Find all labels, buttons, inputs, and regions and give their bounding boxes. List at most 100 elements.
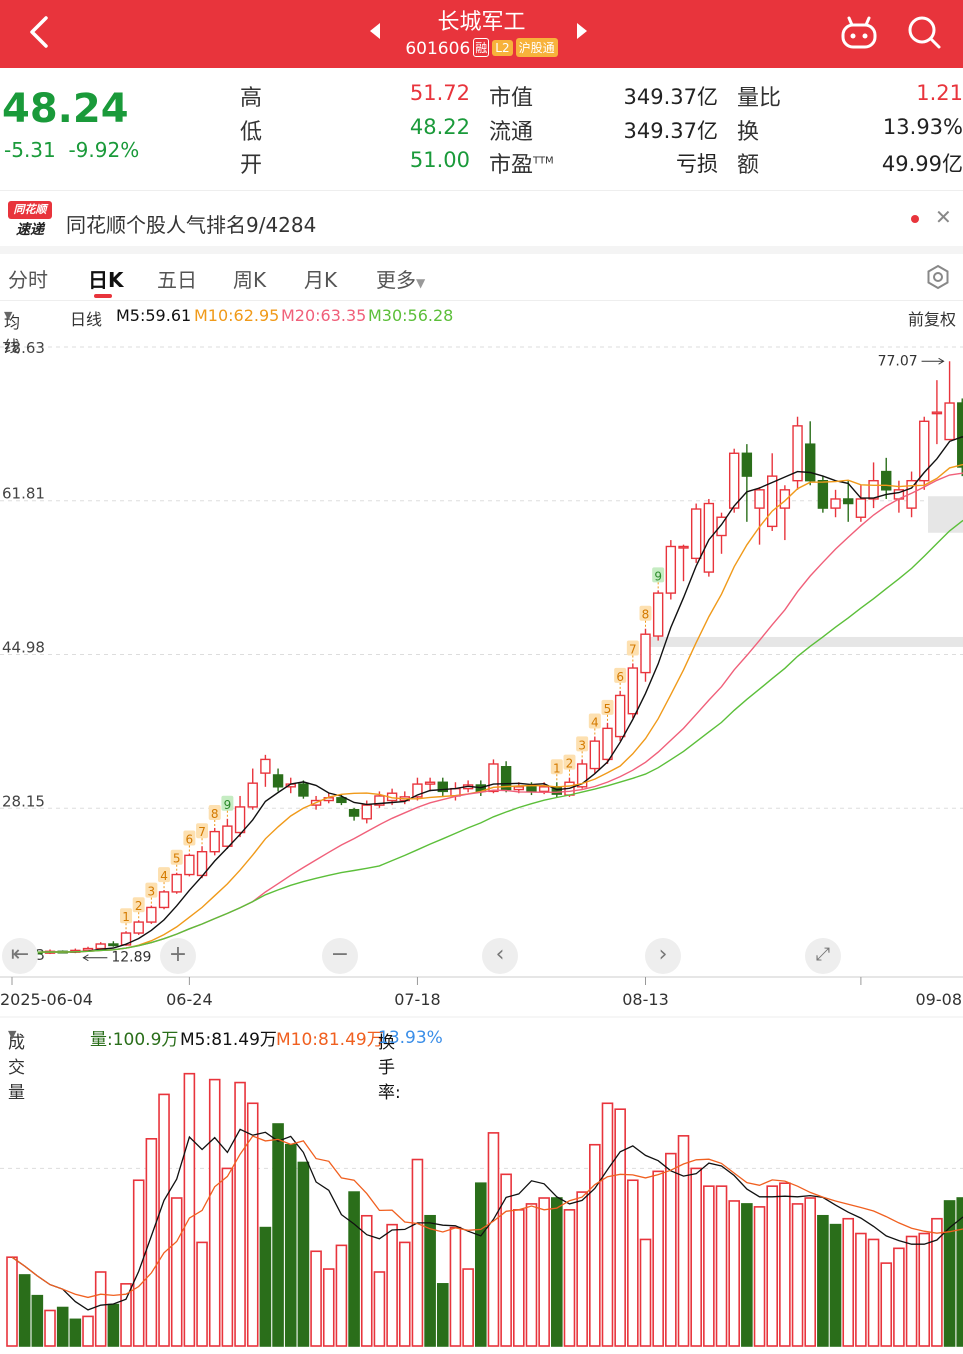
back-arrow-icon[interactable]	[22, 14, 62, 54]
volume-bar	[310, 1250, 322, 1347]
candle	[133, 921, 144, 934]
unread-dot	[911, 215, 919, 223]
volume-bar	[297, 1161, 310, 1347]
y-tick-label: 61.81	[2, 485, 45, 503]
volume-bar	[221, 1167, 234, 1347]
x-axis-label: 2025-06-04	[0, 990, 93, 1009]
candle	[792, 425, 803, 482]
volume-bar	[360, 1214, 373, 1347]
candle	[222, 825, 233, 847]
volume-bar	[158, 1093, 170, 1347]
close-icon[interactable]: ✕	[935, 205, 952, 229]
low-marker-arrowhead	[82, 954, 89, 962]
sequence-number: 8	[211, 807, 219, 821]
volume-bar	[880, 1262, 893, 1347]
x-axis-label: 07-18	[394, 990, 441, 1009]
volume-bar	[905, 1235, 918, 1347]
dropdown-icon: ▼	[8, 1028, 17, 1041]
margin-tag: 融	[473, 38, 490, 57]
volume-bar	[94, 1271, 107, 1347]
volume-bar	[183, 1072, 196, 1347]
volume-bar	[538, 1197, 550, 1347]
sequence-number: 2	[566, 757, 574, 771]
candle	[614, 694, 626, 738]
volume-bar	[6, 1256, 18, 1347]
pan-right-button[interactable]: ›	[645, 938, 681, 974]
tab-intraday[interactable]: 分时	[8, 268, 48, 292]
ma-legend: 均线 ▼ 日线 M5:59.61 M10:62.95 M20:63.35 M30:…	[4, 306, 957, 356]
sequence-badge	[120, 908, 133, 924]
amount-label: 额	[737, 153, 760, 178]
sequence-badge	[196, 823, 209, 839]
high-price-marker: 77.07	[878, 353, 918, 369]
candle	[108, 943, 119, 947]
fullscreen-button[interactable]: ⤢	[805, 938, 841, 974]
candle	[424, 781, 436, 785]
candle	[767, 475, 778, 528]
active-tab-indicator	[94, 294, 112, 298]
adjust-mode[interactable]: 前复权	[908, 310, 957, 329]
sequence-badge	[221, 795, 234, 811]
open-value: 51.00	[409, 148, 470, 172]
candle	[158, 891, 170, 909]
volume-bar	[31, 1294, 44, 1347]
x-axis-label: 06-24	[166, 990, 213, 1009]
candle	[843, 498, 854, 505]
sequence-number: 4	[591, 716, 599, 730]
last-price: 48.24	[2, 86, 129, 132]
sequence-number: 3	[578, 738, 586, 752]
zoom-out-button[interactable]: −	[322, 938, 358, 974]
mcap-value: 349.37亿	[623, 85, 718, 109]
candle	[513, 786, 524, 791]
candle	[805, 443, 816, 482]
news-ticker[interactable]: 同花顺 速递 同花顺个股人气排名9/4284 ✕	[0, 190, 963, 247]
volume-bar	[411, 1158, 424, 1347]
hgt-tag: 沪股通	[515, 38, 558, 57]
robot-assistant-icon[interactable]	[840, 15, 878, 51]
sequence-number: 5	[173, 852, 181, 866]
candle	[538, 786, 550, 793]
scroll-left-button[interactable]: ⇤	[2, 938, 38, 974]
amount-value: 49.99亿	[881, 152, 963, 176]
next-stock-icon[interactable]	[575, 22, 589, 40]
tab-five-day[interactable]: 五日	[157, 268, 197, 292]
pe-value: 亏损	[676, 152, 718, 176]
ma30-line	[11, 519, 963, 953]
candle	[361, 804, 372, 820]
sequence-number: 5	[604, 702, 612, 716]
ma5-value: M5:59.61	[116, 306, 192, 325]
prev-stock-icon[interactable]	[368, 22, 382, 40]
tab-more[interactable]: 更多▼	[376, 268, 426, 292]
tab-weekly-k[interactable]: 周K	[233, 268, 267, 292]
candle	[779, 489, 791, 509]
search-icon[interactable]	[906, 14, 942, 50]
volume-bar	[335, 1244, 348, 1347]
change-percent: -9.92%	[68, 138, 140, 162]
low-price-marker: 12.89	[111, 950, 151, 966]
pan-left-button[interactable]: ‹	[482, 938, 518, 974]
volume-bar	[487, 1132, 500, 1347]
volume-bar	[208, 1078, 221, 1347]
volume-bar	[386, 1223, 398, 1347]
volratio-label: 量比	[737, 86, 782, 111]
tab-daily-k[interactable]: 日K	[88, 268, 124, 292]
candle	[272, 774, 284, 788]
tab-monthly-k[interactable]: 月K	[304, 268, 338, 292]
volume-bar	[170, 1197, 183, 1347]
sequence-number: 7	[198, 825, 206, 839]
sequence-badge	[183, 830, 196, 846]
volume-bar	[196, 1241, 208, 1347]
kline-chart[interactable]: 78.6361.8144.9828.1511.33123456789123456…	[0, 330, 963, 1020]
sequence-badge	[614, 667, 627, 683]
top-bar: 长城军工 601606 融 L2 沪股通	[0, 0, 963, 68]
volume-ma5-line	[11, 1128, 963, 1311]
volume-bar	[715, 1185, 728, 1347]
ma10-line	[11, 463, 963, 953]
volume-bar	[576, 1191, 588, 1347]
zoom-in-button[interactable]: +	[160, 938, 196, 974]
volume-bar	[703, 1185, 715, 1347]
news-text[interactable]: 同花顺个股人气排名9/4284	[66, 213, 317, 237]
settings-icon[interactable]	[925, 264, 951, 290]
volume-bar	[398, 1241, 411, 1347]
volume-bar	[652, 1170, 664, 1347]
